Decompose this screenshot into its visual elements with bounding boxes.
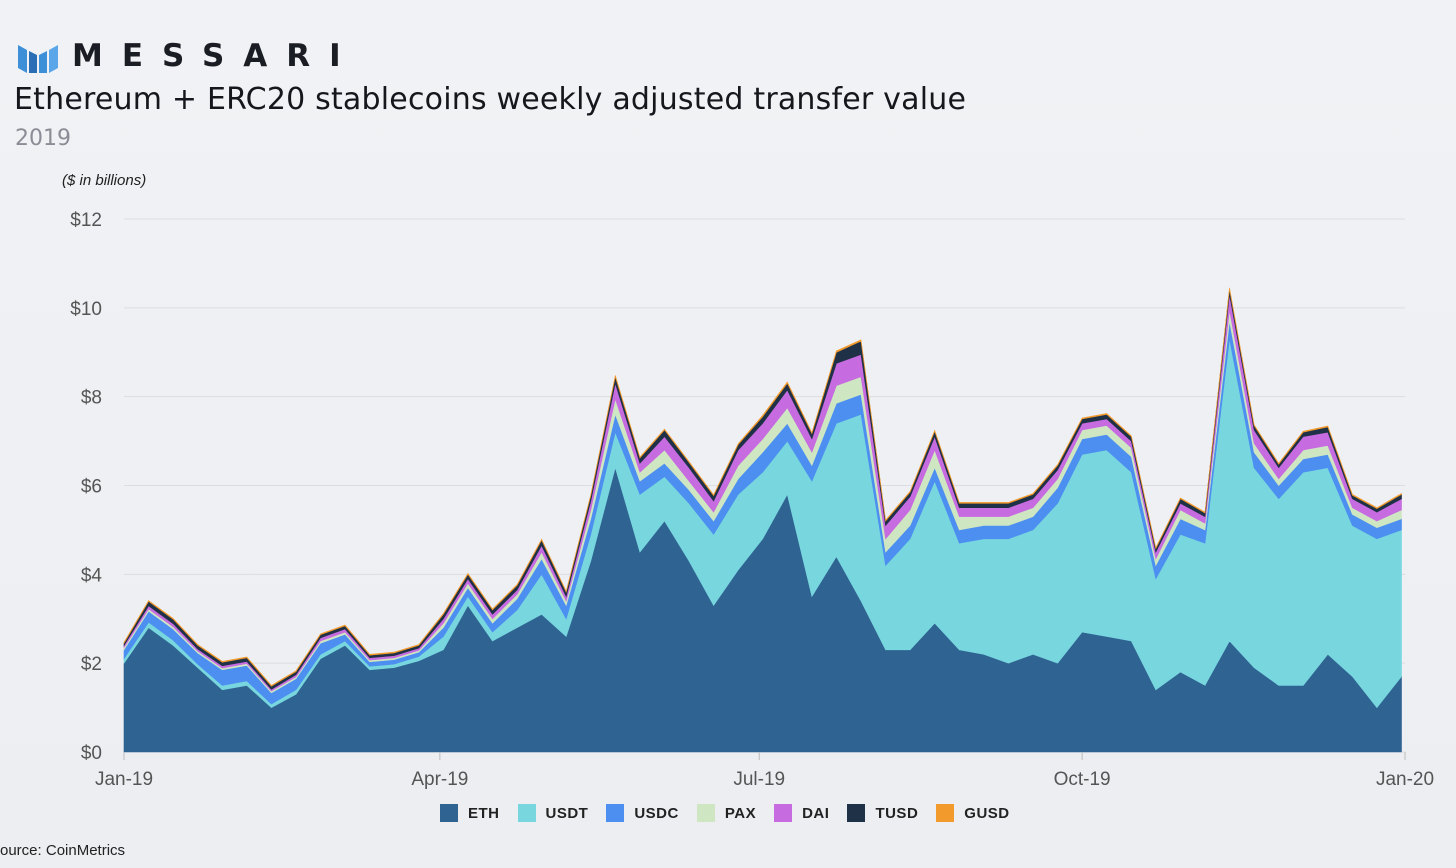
y-tick-label: $0 [81,743,102,764]
messari-logo: MESSARI [18,38,360,74]
logo-text: MESSARI [72,38,360,74]
legend-swatch [440,804,458,822]
x-tick-label: Jan-19 [95,769,153,790]
x-tick-label: Oct-19 [1054,769,1111,790]
y-axis-ticks: $0 $2 $4 $6 $8 $10 $12 [70,210,102,764]
x-tick-label: Jul-19 [733,769,785,790]
legend-label: DAI [802,804,830,822]
y-tick-label: $4 [81,565,103,586]
legend-item-eth: ETH [440,804,500,822]
chart-title: Ethereum + ERC20 stablecoins weekly adju… [14,82,967,117]
x-tick-label: Apr-19 [411,769,468,790]
area-series-gusd [123,287,1402,687]
messari-logo-icon [18,45,58,73]
legend-swatch [936,804,955,822]
legend-label: ETH [468,804,500,822]
legend-label: USDT [545,804,589,822]
chart-subtitle: 2019 [15,126,71,151]
legend: ETH USDT USDC PAX DAI TUSD GUSD [440,804,1010,822]
x-axis-ticks: Jan-19 Apr-19 Jul-19 Oct-19 Jan-20 [95,752,1434,790]
y-tick-label: $8 [81,388,102,409]
legend-item-dai: DAI [774,804,829,822]
y-tick-label: $2 [81,654,102,675]
legend-label: PAX [724,804,757,822]
y-tick-label: $12 [70,210,102,231]
legend-label: TUSD [875,804,919,822]
legend-item-usdc: USDC [606,804,679,822]
legend-swatch [696,804,715,822]
legend-item-usdt: USDT [517,804,589,822]
area-series [123,287,1402,753]
y-tick-label: $6 [81,477,102,498]
y-tick-label: $10 [70,299,102,320]
legend-item-pax: PAX [696,804,757,822]
legend-label: GUSD [964,804,1010,822]
legend-swatch [774,804,793,822]
legend-label: USDC [634,804,679,822]
legend-swatch [847,804,866,822]
y-axis-unit-label: ($ in billions) [62,172,147,189]
source-note: ource: CoinMetrics [0,842,126,859]
legend-swatch [517,804,536,822]
legend-swatch [606,804,625,822]
legend-item-tusd: TUSD [847,804,918,822]
x-tick-label: Jan-20 [1376,769,1434,790]
legend-item-gusd: GUSD [936,804,1009,822]
